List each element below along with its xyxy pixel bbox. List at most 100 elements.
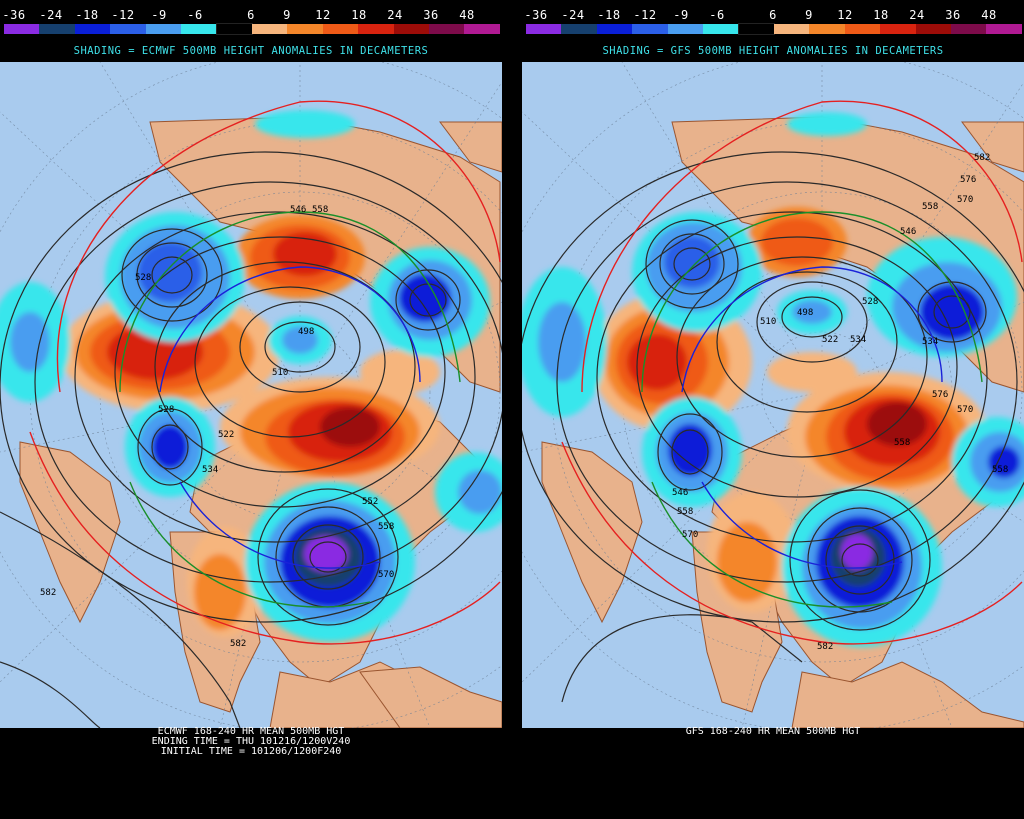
scale-label: 9: [283, 8, 291, 22]
contour-label: 558: [378, 522, 394, 532]
color-swatch: [773, 24, 810, 34]
scale-label: -18: [75, 8, 99, 22]
ecmwf-panel: -36 -24 -18 -12 -9 -6 6 9 12 18 24 36 48…: [0, 0, 502, 819]
color-swatch: [74, 24, 111, 34]
contour-label: 570: [682, 530, 698, 540]
caption-line: ECMWF 168-240 HR MEAN 500MB HGT: [157, 726, 345, 737]
scale-label: 6: [247, 8, 255, 22]
color-scale-labels: -36 -24 -18 -12 -9 -6 6 9 12 18 24 36 48: [0, 8, 502, 22]
contour-label: 582: [974, 153, 990, 163]
scale-label: -24: [39, 8, 63, 22]
contour-label: 552: [362, 497, 378, 507]
scale-label: 24: [909, 8, 925, 22]
shading-subtitle: SHADING = GFS 500MB HEIGHT ANOMALIES IN …: [602, 45, 944, 57]
color-swatch: [251, 24, 288, 34]
scale-label: 48: [981, 8, 997, 22]
scale-label: -9: [151, 8, 167, 22]
caption-line: INITIAL TIME = 101206/1200F240: [160, 746, 342, 757]
contour-label: 498: [797, 308, 813, 318]
color-swatch: [322, 24, 359, 34]
color-swatch: [110, 24, 146, 34]
color-scale-bar: [4, 23, 500, 35]
contour-labels: 582 582 546 558 528 498 510 522 528 534 …: [40, 205, 394, 649]
scale-label: 36: [423, 8, 439, 22]
color-swatch: [880, 24, 916, 34]
scale-label: -36: [524, 8, 548, 22]
scale-label: -18: [597, 8, 621, 22]
color-swatch: [464, 24, 500, 34]
panel-divider: [502, 0, 522, 819]
contour-label: 570: [378, 570, 394, 580]
contour-label: 558: [894, 438, 910, 448]
scale-label: -12: [111, 8, 135, 22]
contour-label: 546: [672, 488, 688, 498]
contour-colored-lines: [29, 100, 501, 645]
color-scale-labels: -36 -24 -18 -12 -9 -6 6 9 12 18 24 36 48: [522, 8, 1024, 22]
contour-label: 534: [850, 335, 866, 345]
contour-label: 546: [290, 205, 306, 215]
contour-label: 528: [135, 273, 151, 283]
gfs-panel: -36 -24 -18 -12 -9 -6 6 9 12 18 24 36 48…: [522, 0, 1024, 819]
color-swatch: [429, 24, 465, 34]
caption-line: GFS 168-240 HR MEAN 500MB HGT: [685, 726, 861, 737]
contour-label: 522: [218, 430, 234, 440]
contour-label: 558: [677, 507, 693, 517]
color-swatch: [737, 23, 775, 35]
color-swatch: [181, 24, 217, 34]
gfs-height-anomaly-map: 582 576 570 558 546 528 498 510 534 522 …: [522, 62, 1024, 728]
anomaly-shading: [522, 112, 1024, 647]
contour-label: 528: [862, 297, 878, 307]
contour-label: 534: [922, 337, 938, 347]
color-swatch: [809, 24, 845, 34]
scale-label: 12: [315, 8, 331, 22]
color-swatch: [844, 24, 881, 34]
color-swatch: [951, 24, 987, 34]
scale-label: -6: [187, 8, 203, 22]
contour-label: 576: [932, 390, 948, 400]
ecmwf-height-anomaly-map: 582 582 546 558 528 498 510 522 528 534 …: [0, 62, 502, 728]
map-caption: GFS 168-240 HR MEAN 500MB HGT: [522, 727, 1024, 737]
scale-label: -24: [561, 8, 585, 22]
contour-label: 510: [760, 317, 776, 327]
scale-label: -12: [633, 8, 657, 22]
color-swatch: [526, 24, 562, 34]
contour-label: 558: [312, 205, 328, 215]
scale-label: 9: [805, 8, 813, 22]
contour-label: 558: [922, 202, 938, 212]
contour-labels: 582 576 570 558 546 528 498 510 534 522 …: [672, 153, 1008, 652]
color-swatch: [667, 24, 704, 34]
color-swatch: [561, 24, 597, 34]
color-swatch: [986, 24, 1022, 34]
scale-label: 24: [387, 8, 403, 22]
color-scale-bar: [526, 23, 1022, 35]
color-swatch: [145, 24, 182, 34]
contour-label: 558: [992, 465, 1008, 475]
scale-label: -36: [2, 8, 26, 22]
color-swatch: [4, 24, 40, 34]
scale-label: 36: [945, 8, 961, 22]
color-swatch: [287, 24, 323, 34]
contour-label: 570: [957, 405, 973, 415]
contour-label: 570: [957, 195, 973, 205]
color-swatch: [596, 24, 633, 34]
scale-label: 18: [351, 8, 367, 22]
scale-label: 18: [873, 8, 889, 22]
contour-label: 528: [158, 405, 174, 415]
scale-label: -6: [709, 8, 725, 22]
contour-colored-lines: [561, 100, 1023, 645]
contour-label: 534: [202, 465, 218, 475]
caption-line: ENDING TIME = THU 101216/1200V240: [151, 736, 351, 747]
shading-subtitle: SHADING = ECMWF 500MB HEIGHT ANOMALIES I…: [73, 45, 429, 57]
map-caption: ECMWF 168-240 HR MEAN 500MB HGT ENDING T…: [0, 727, 502, 757]
color-swatch: [358, 24, 394, 34]
contour-label: 522: [822, 335, 838, 345]
contour-label: 498: [298, 327, 314, 337]
contour-label: 510: [272, 368, 288, 378]
contour-label: 582: [230, 639, 246, 649]
contour-label: 582: [817, 642, 833, 652]
color-swatch: [703, 24, 739, 34]
color-swatch: [393, 24, 430, 34]
contour-label: 576: [960, 175, 976, 185]
scale-label: 48: [459, 8, 475, 22]
color-swatch: [915, 24, 952, 34]
